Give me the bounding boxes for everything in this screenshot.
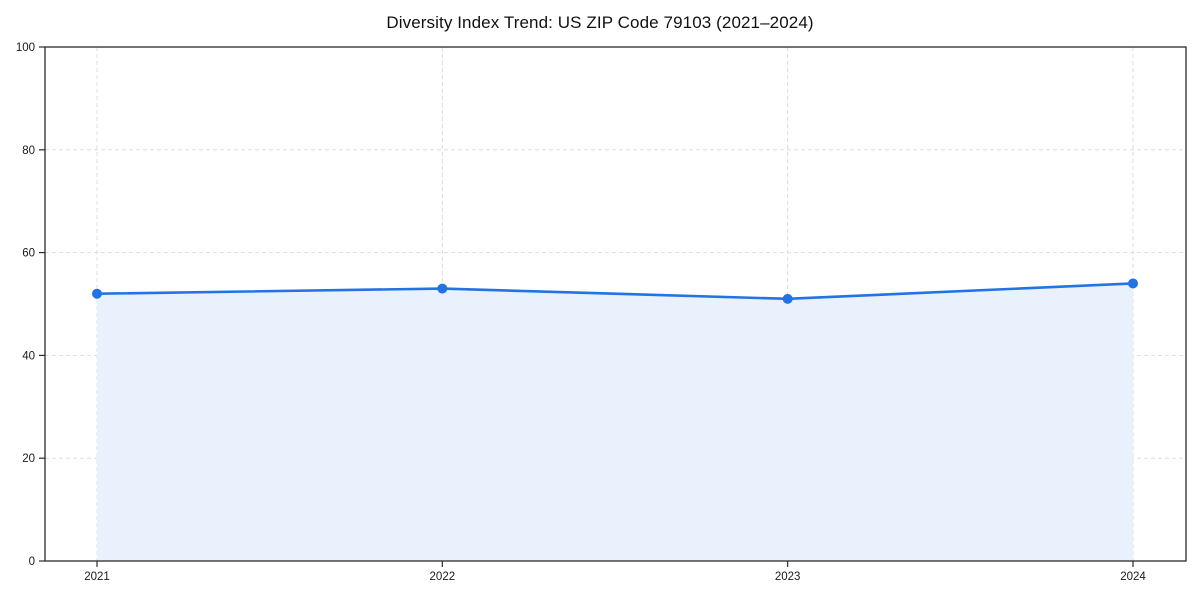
y-tick-label: 100: [16, 42, 35, 54]
trend-line: [95, 282, 1135, 301]
plot-frame: [44, 46, 1187, 562]
data-point: [437, 283, 448, 294]
x-tick-label: 2021: [84, 571, 110, 583]
y-tick-label: 40: [22, 350, 35, 362]
y-tick-label: 60: [22, 248, 35, 260]
chart-title: Diversity Index Trend: US ZIP Code 79103…: [386, 13, 814, 32]
y-tick-label: 80: [22, 145, 35, 157]
x-tick-label: 2023: [775, 571, 801, 583]
y-tick-label: 0: [29, 556, 35, 568]
area-fill: [97, 283, 1133, 561]
data-point: [782, 293, 793, 304]
y-tick-label: 20: [22, 453, 35, 465]
data-point: [1128, 278, 1138, 289]
x-tick-label: 2022: [430, 571, 456, 583]
data-point: [92, 288, 102, 299]
x-tick-label: 2024: [1120, 571, 1146, 583]
